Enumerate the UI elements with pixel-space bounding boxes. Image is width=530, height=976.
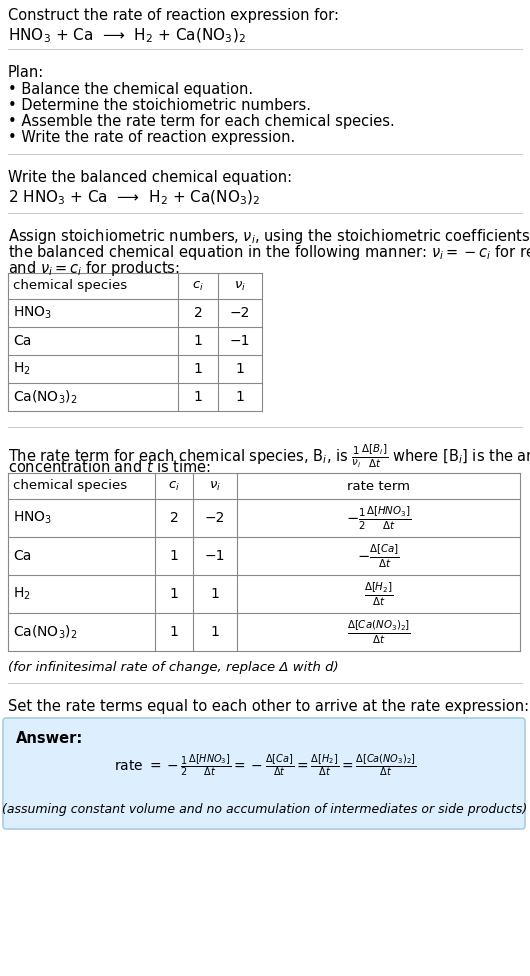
Text: rate term: rate term — [347, 479, 410, 493]
Text: $\frac{\Delta[H_2]}{\Delta t}$: $\frac{\Delta[H_2]}{\Delta t}$ — [364, 581, 393, 608]
Text: 2 HNO$_3$ + Ca  ⟶  H$_2$ + Ca(NO$_3$)$_2$: 2 HNO$_3$ + Ca ⟶ H$_2$ + Ca(NO$_3$)$_2$ — [8, 189, 260, 207]
Text: the balanced chemical equation in the following manner: $\nu_i = -c_i$ for react: the balanced chemical equation in the fo… — [8, 243, 530, 262]
Text: H$_2$: H$_2$ — [13, 586, 31, 602]
Text: 1: 1 — [193, 362, 202, 376]
Text: $\nu_i$: $\nu_i$ — [209, 479, 221, 493]
Text: $\nu_i$: $\nu_i$ — [234, 279, 246, 293]
Text: 1: 1 — [210, 625, 219, 639]
FancyBboxPatch shape — [3, 718, 525, 829]
Text: $-\frac{\Delta[Ca]}{\Delta t}$: $-\frac{\Delta[Ca]}{\Delta t}$ — [357, 543, 400, 570]
Text: 1: 1 — [210, 587, 219, 601]
Text: chemical species: chemical species — [13, 279, 127, 293]
Text: Ca(NO$_3$)$_2$: Ca(NO$_3$)$_2$ — [13, 624, 77, 640]
Text: • Write the rate of reaction expression.: • Write the rate of reaction expression. — [8, 130, 295, 145]
Text: −1: −1 — [229, 334, 250, 348]
Text: and $\nu_i = c_i$ for products:: and $\nu_i = c_i$ for products: — [8, 259, 180, 278]
Text: (for infinitesimal rate of change, replace Δ with d): (for infinitesimal rate of change, repla… — [8, 661, 339, 674]
Text: $c_i$: $c_i$ — [168, 479, 180, 493]
Text: The rate term for each chemical species, B$_i$, is $\frac{1}{\nu_i}\frac{\Delta[: The rate term for each chemical species,… — [8, 443, 530, 470]
Text: Ca: Ca — [13, 334, 31, 348]
Text: Construct the rate of reaction expression for:: Construct the rate of reaction expressio… — [8, 8, 339, 23]
Text: 1: 1 — [235, 362, 244, 376]
Text: concentration and $t$ is time:: concentration and $t$ is time: — [8, 459, 211, 475]
Text: 1: 1 — [235, 390, 244, 404]
Text: HNO$_3$ + Ca  ⟶  H$_2$ + Ca(NO$_3$)$_2$: HNO$_3$ + Ca ⟶ H$_2$ + Ca(NO$_3$)$_2$ — [8, 27, 246, 46]
Text: Ca: Ca — [13, 549, 31, 563]
Text: HNO$_3$: HNO$_3$ — [13, 305, 52, 321]
Text: Set the rate terms equal to each other to arrive at the rate expression:: Set the rate terms equal to each other t… — [8, 699, 529, 714]
Text: 1: 1 — [193, 334, 202, 348]
Text: 1: 1 — [170, 549, 179, 563]
Text: • Balance the chemical equation.: • Balance the chemical equation. — [8, 82, 253, 97]
Text: HNO$_3$: HNO$_3$ — [13, 509, 52, 526]
Text: $-\frac{1}{2}\frac{\Delta[HNO_3]}{\Delta t}$: $-\frac{1}{2}\frac{\Delta[HNO_3]}{\Delta… — [346, 505, 411, 532]
Text: Plan:: Plan: — [8, 65, 44, 80]
Text: H$_2$: H$_2$ — [13, 361, 31, 377]
Text: $c_i$: $c_i$ — [192, 279, 204, 293]
Text: 2: 2 — [193, 306, 202, 320]
Text: 1: 1 — [193, 390, 202, 404]
Text: (assuming constant volume and no accumulation of intermediates or side products): (assuming constant volume and no accumul… — [2, 803, 528, 817]
Text: −1: −1 — [205, 549, 225, 563]
Text: −2: −2 — [205, 511, 225, 525]
Text: rate $= -\frac{1}{2}\frac{\Delta[HNO_3]}{\Delta t} = -\frac{\Delta[Ca]}{\Delta t: rate $= -\frac{1}{2}\frac{\Delta[HNO_3]}… — [114, 752, 416, 778]
Text: 2: 2 — [170, 511, 179, 525]
Text: −2: −2 — [230, 306, 250, 320]
Text: Ca(NO$_3$)$_2$: Ca(NO$_3$)$_2$ — [13, 388, 77, 406]
Text: Write the balanced chemical equation:: Write the balanced chemical equation: — [8, 170, 292, 185]
Text: • Determine the stoichiometric numbers.: • Determine the stoichiometric numbers. — [8, 98, 311, 113]
Text: $\frac{\Delta[Ca(NO_3)_2]}{\Delta t}$: $\frac{\Delta[Ca(NO_3)_2]}{\Delta t}$ — [347, 618, 411, 646]
Text: 1: 1 — [170, 625, 179, 639]
Text: Answer:: Answer: — [16, 731, 83, 746]
Text: 1: 1 — [170, 587, 179, 601]
Text: chemical species: chemical species — [13, 479, 127, 493]
Text: Assign stoichiometric numbers, $\nu_i$, using the stoichiometric coefficients, $: Assign stoichiometric numbers, $\nu_i$, … — [8, 227, 530, 246]
Text: • Assemble the rate term for each chemical species.: • Assemble the rate term for each chemic… — [8, 114, 395, 129]
